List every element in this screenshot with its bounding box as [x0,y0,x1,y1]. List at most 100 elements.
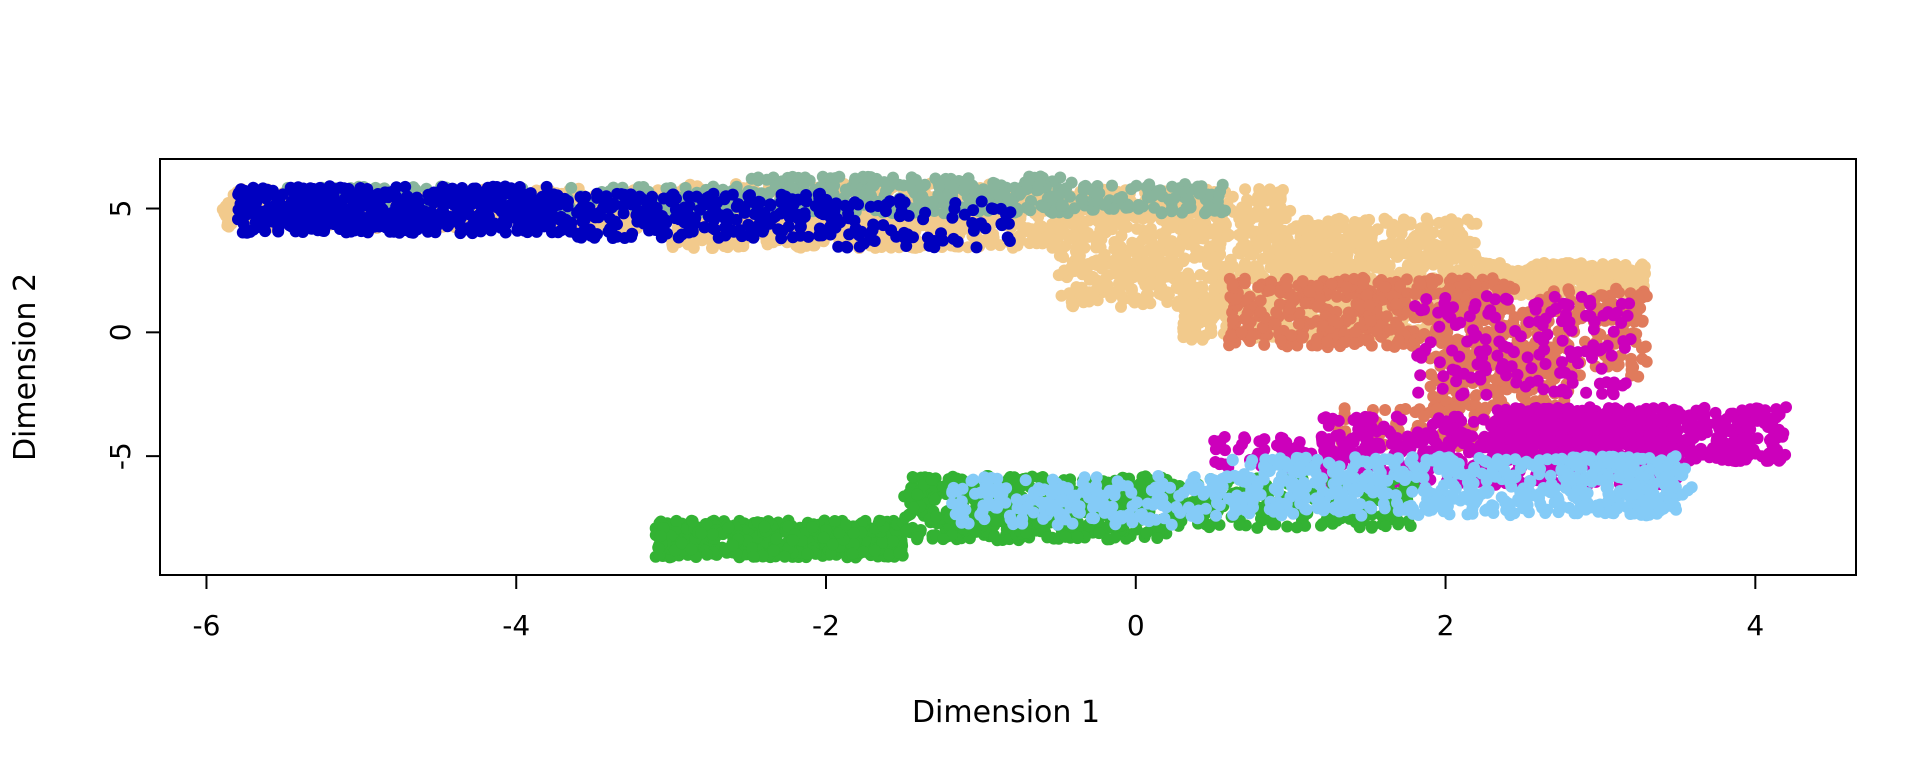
data-point [1461,213,1474,226]
data-point [1308,220,1321,232]
data-point [711,209,724,222]
data-point [786,170,799,183]
data-point [1398,219,1411,232]
data-point [1463,235,1476,248]
data-point [1163,267,1176,280]
data-point [1381,260,1394,273]
data-point [338,182,351,195]
data-point [289,225,302,238]
data-point [423,190,436,203]
data-point [387,225,400,238]
data-point [1068,265,1081,277]
data-point [1165,235,1178,248]
data-point [1053,221,1065,234]
data-point [985,232,998,245]
data-point [682,226,695,239]
data-point [1386,225,1399,238]
data-point [1082,214,1095,227]
data-point [1420,212,1433,225]
data-point [1126,236,1139,249]
data-point [1309,236,1322,249]
data-point [1216,178,1229,191]
data-point [1311,279,1324,292]
data-point [853,240,866,253]
data-point [752,195,765,208]
data-point [1409,288,1422,301]
data-point [1097,251,1110,264]
data-point [897,228,910,241]
data-point [1172,245,1185,258]
data-point [365,208,378,221]
data-point [794,240,807,253]
data-point [296,185,309,198]
data-point [1263,208,1276,221]
data-point [967,204,980,217]
data-point [1415,237,1428,250]
data-point [1125,283,1138,295]
data-point [1445,213,1458,226]
data-point [1004,206,1017,219]
data-point [949,197,962,209]
data-point [1083,295,1096,308]
data-point [1132,199,1145,211]
data-point [1433,216,1445,229]
data-point [1020,183,1033,196]
data-point [1239,183,1252,196]
data-point [1134,243,1147,256]
data-point [471,193,484,206]
data-point [1232,245,1245,258]
data-point [957,175,970,188]
data-point [404,206,417,219]
data-point [703,190,716,203]
data-point [718,193,731,206]
data-point [661,227,673,240]
data-point [1427,258,1440,271]
data-point [1261,223,1274,236]
data-point [1143,178,1156,191]
data-point [1254,294,1267,307]
data-point [1221,230,1234,243]
data-point [783,195,796,208]
data-point [1094,241,1107,254]
data-point [591,228,603,241]
data-point [1089,187,1102,200]
data-point [1284,302,1296,315]
data-point [610,230,623,243]
data-point [1106,179,1118,192]
data-point [506,187,519,200]
data-point [1088,258,1101,271]
data-point [352,201,365,214]
data-point [816,170,829,183]
data-point [748,208,761,220]
data-point [975,195,988,208]
data-point [579,190,592,203]
data-point [1382,244,1395,257]
data-point [1640,355,1653,368]
data-point [1452,264,1464,277]
data-point [1066,217,1078,230]
data-point [900,240,913,252]
data-point [786,231,799,244]
data-point [1058,264,1071,277]
data-point [1252,281,1265,294]
data-point [1065,295,1078,308]
data-point [1226,314,1239,327]
data-point [849,172,862,185]
data-point [357,188,370,201]
data-point [1327,314,1340,327]
data-point [1400,273,1413,286]
data-point [798,207,811,220]
data-point [1636,342,1648,355]
data-point [1339,336,1352,349]
data-point [1205,227,1218,240]
data-point [1629,276,1641,289]
data-point [516,199,529,212]
data-point [1254,305,1267,318]
data-point [1527,279,1540,291]
data-point [1163,193,1175,206]
data-point [1218,216,1231,229]
data-points [216,170,1792,564]
data-point [1003,235,1016,247]
data-point [1175,271,1188,284]
data-point [261,183,274,196]
